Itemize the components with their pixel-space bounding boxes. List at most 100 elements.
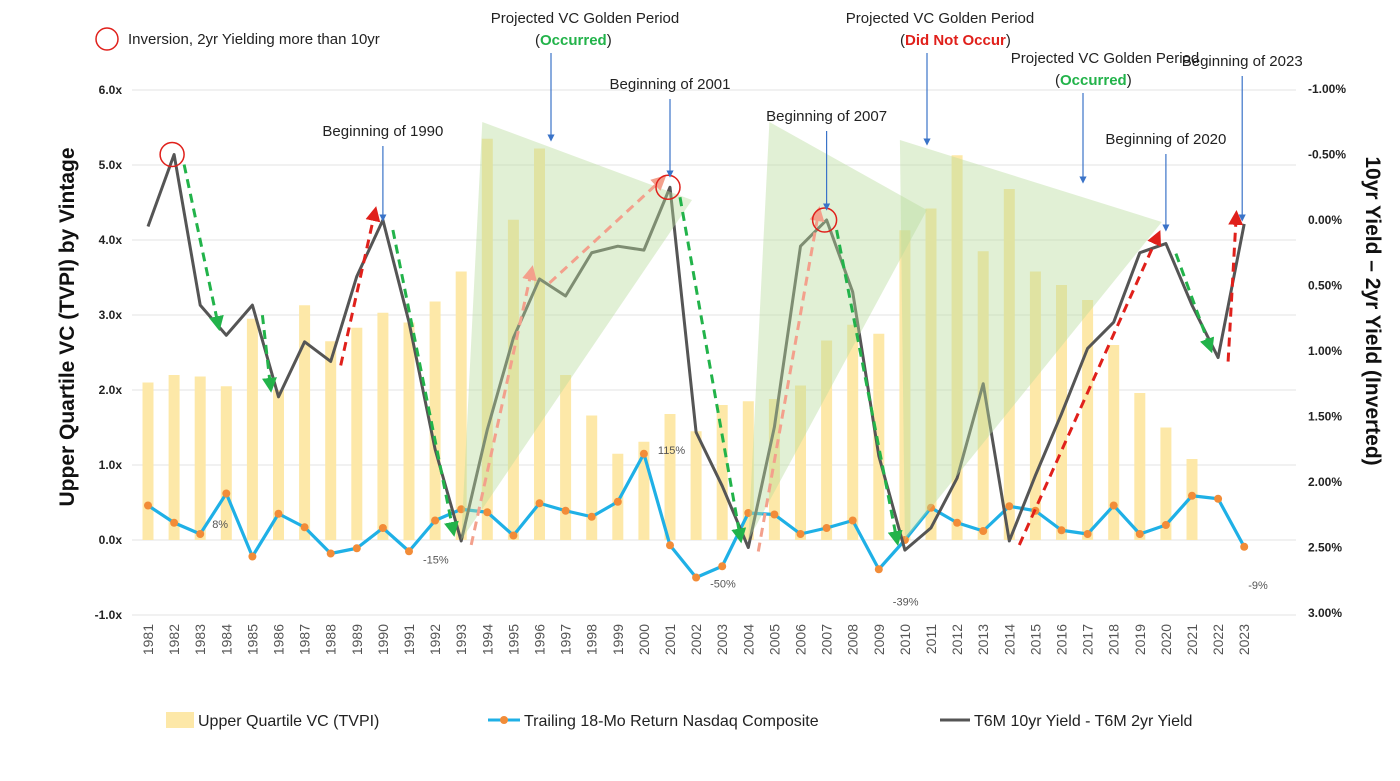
y-tick-label: 5.0x: [99, 158, 123, 172]
x-tick-label: 2015: [1027, 624, 1043, 655]
nasdaq-point-2017: [1083, 530, 1092, 538]
bar-2012: [951, 155, 963, 540]
x-tick-label: 2019: [1132, 624, 1148, 655]
golden-period-triangle: [899, 140, 1162, 540]
y2-tick-label: -0.50%: [1308, 148, 1346, 162]
annotation-label: Beginning of 2001: [610, 76, 731, 93]
nasdaq-point-1987: [300, 523, 309, 532]
x-tick-label: 1984: [218, 624, 234, 655]
x-tick-label: 2010: [897, 624, 913, 655]
bar-2000: [638, 441, 650, 540]
x-tick-label: 2023: [1236, 624, 1252, 655]
y2-tick-label: 1.00%: [1308, 344, 1342, 358]
nasdaq-point-1997: [561, 506, 570, 515]
bar-2006: [795, 385, 806, 540]
y2-tick-label: 2.50%: [1308, 541, 1342, 555]
inversion-legend-label: Inversion, 2yr Yielding more than 10yr: [128, 31, 380, 48]
legend-label-nasdaq: Trailing 18-Mo Return Nasdaq Composite: [524, 713, 819, 730]
y2-axis-title: 10yr Yield – 2yr Yield (Inverted): [1361, 156, 1384, 465]
nasdaq-point-1990: [378, 524, 387, 532]
data-label: 115%: [658, 445, 686, 457]
bar-2018: [1108, 345, 1120, 540]
x-tick-label: 2022: [1210, 624, 1226, 655]
bar-1999: [612, 453, 624, 540]
bar-2007: [821, 340, 833, 540]
nasdaq-point-2000: [639, 449, 648, 458]
nasdaq-point-1985: [248, 552, 257, 561]
trend-arrow: [835, 229, 903, 547]
x-tick-label: 2003: [714, 624, 730, 655]
bar-2010: [899, 230, 911, 540]
nasdaq-point-2003: [718, 562, 727, 571]
bar-1998: [586, 415, 598, 540]
bar-1994: [481, 138, 493, 540]
y-tick-label: 2.0x: [99, 383, 123, 397]
bar-2011: [925, 208, 937, 540]
nasdaq-point-1988: [326, 549, 335, 558]
legend-label-yield: T6M 10yr Yield - T6M 2yr Yield: [974, 713, 1192, 730]
nasdaq-point-1996: [535, 499, 544, 508]
x-tick-label: 2004: [740, 624, 756, 655]
status-word: Occurred: [540, 32, 607, 49]
annotation-label: Beginning of 2007: [766, 108, 887, 125]
bar-1981: [142, 382, 154, 540]
status-open: (: [535, 32, 540, 49]
bar-1985: [246, 318, 258, 540]
annotation-label: Beginning of 1990: [322, 123, 443, 140]
bar-2013: [977, 251, 989, 540]
nasdaq-point-1981: [144, 501, 152, 510]
x-tick-label: 1995: [505, 624, 521, 655]
golden-period-triangle: [748, 122, 927, 540]
nasdaq-point-1998: [587, 512, 596, 521]
status-open: (: [1055, 72, 1060, 89]
x-tick-label: 1992: [427, 624, 443, 655]
nasdaq-point-2019: [1135, 530, 1144, 538]
nasdaq-point-2008: [848, 516, 857, 525]
nasdaq-point-2018: [1109, 501, 1118, 510]
x-tick-label: 2002: [688, 624, 704, 655]
nasdaq-point-1984: [222, 489, 231, 498]
legend-label-tvpi: Upper Quartile VC (TVPI): [198, 713, 379, 730]
bar-1990: [377, 312, 389, 540]
y-tick-label: -1.0x: [95, 608, 123, 622]
inversion-circle: [159, 141, 185, 168]
golden-period-status: (Occurred): [535, 32, 612, 49]
bar-2015: [1029, 271, 1041, 540]
nasdaq-point-2007: [822, 524, 831, 532]
data-label: -9%: [1248, 580, 1268, 592]
nasdaq-point-2004: [744, 509, 753, 517]
bar-2017: [1082, 300, 1094, 540]
nasdaq-point-2014: [1005, 502, 1014, 511]
nasdaq-point-2001: [666, 541, 674, 550]
x-tick-label: 1985: [244, 624, 260, 655]
x-tick-label: 2001: [662, 624, 678, 655]
bar-1984: [220, 386, 232, 540]
trend-arrow: [469, 265, 537, 546]
golden-period-status: (Occurred): [1055, 72, 1132, 89]
status-close: ): [607, 32, 612, 49]
trend-arrow: [391, 229, 459, 537]
trend-arrow: [182, 164, 224, 332]
bar-2020: [1160, 427, 1172, 540]
y2-tick-label: 0.50%: [1308, 279, 1342, 293]
x-tick-label: 1982: [166, 624, 182, 655]
y-tick-label: 0.0x: [99, 533, 123, 547]
data-label: 8%: [212, 519, 228, 531]
bar-2004: [742, 401, 754, 540]
x-tick-label: 2008: [845, 624, 861, 655]
x-tick-label: 2021: [1184, 624, 1200, 655]
nasdaq-point-2023: [1240, 542, 1249, 551]
status-open: (: [900, 32, 905, 49]
x-tick-label: 1994: [479, 624, 495, 655]
nasdaq-point-2011: [927, 503, 935, 512]
inversion-legend-icon: [95, 27, 119, 51]
x-tick-label: 1988: [323, 624, 339, 655]
data-label: -39%: [893, 596, 919, 608]
trend-arrow: [756, 206, 825, 552]
status-close: ): [1006, 32, 1011, 49]
x-tick-label: 2018: [1106, 624, 1122, 655]
golden-period-title: Projected VC Golden Period: [491, 10, 679, 27]
nasdaq-point-2022: [1214, 494, 1223, 503]
nasdaq-point-2002: [692, 573, 701, 582]
